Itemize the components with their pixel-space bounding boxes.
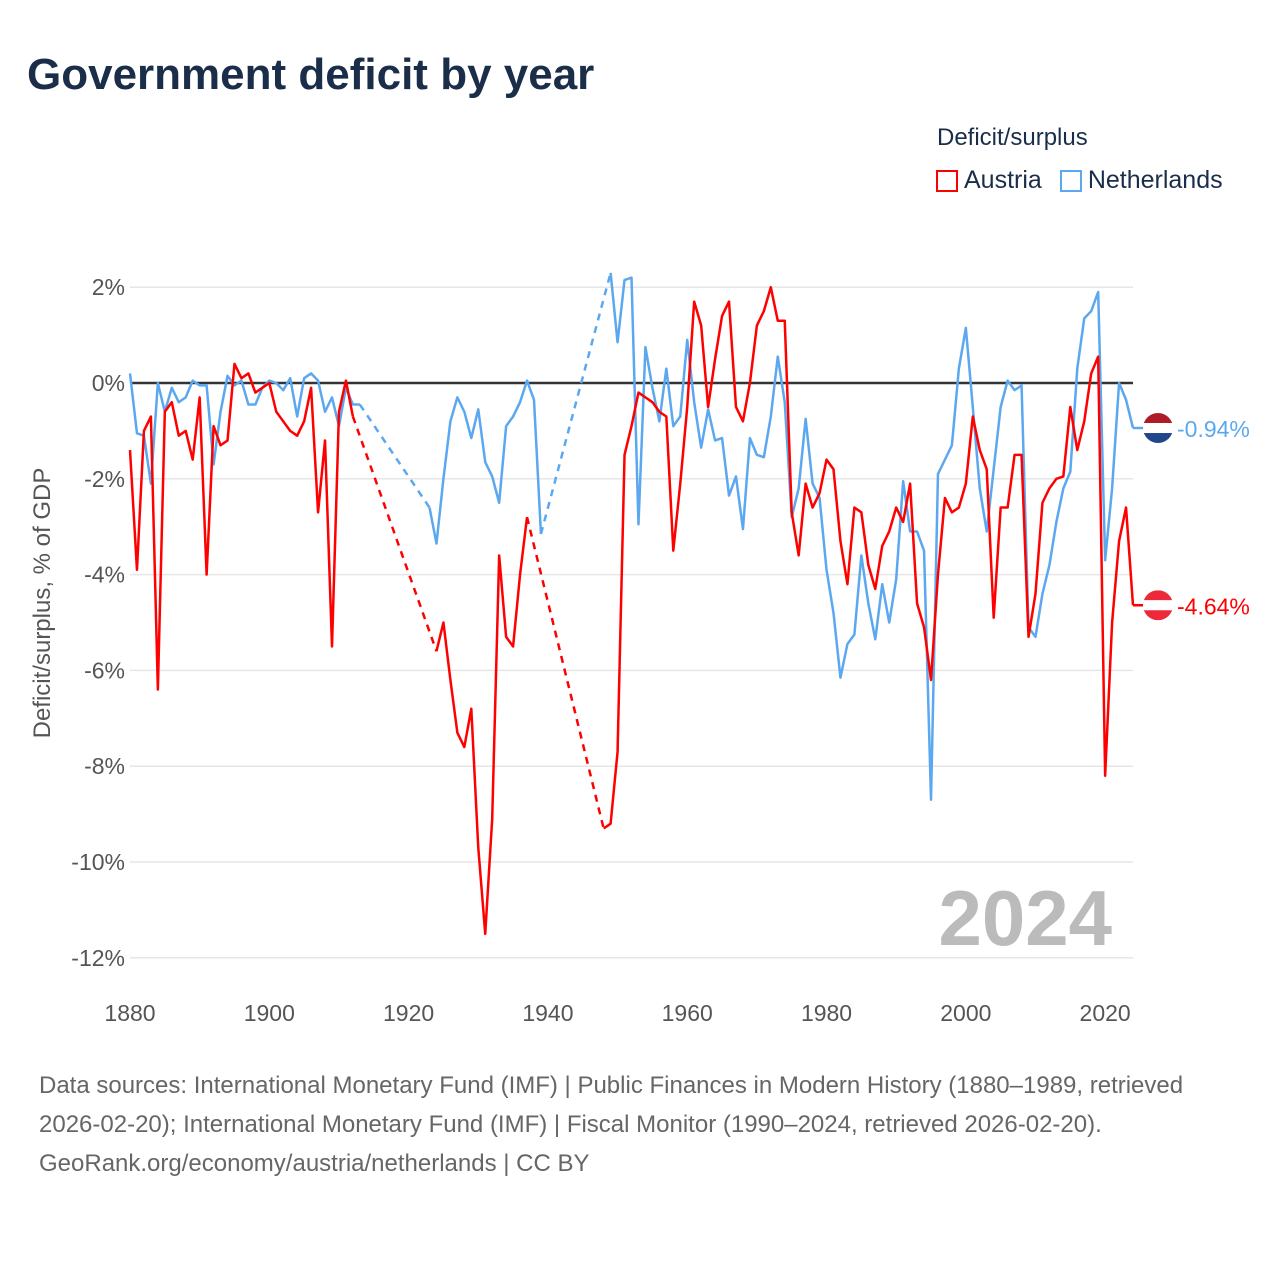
series-austria (128, 285, 1135, 936)
y-tick-label: 0% (92, 370, 125, 396)
legend-label-austria: Austria (964, 166, 1042, 194)
x-tick-label: 1880 (104, 1000, 155, 1026)
legend-label-netherlands: Netherlands (1087, 166, 1223, 194)
y-tick-label: -2% (84, 466, 125, 492)
y-tick-label: -10% (71, 849, 125, 875)
data-sources: Data sources: International Monetary Fun… (39, 1072, 1184, 1138)
austria-flag-icon (1143, 590, 1173, 621)
y-tick-label: -8% (84, 753, 125, 779)
y-tick-label: -12% (71, 945, 125, 971)
year-watermark: 2024 (938, 874, 1112, 962)
y-tick-label: 2% (92, 274, 125, 300)
x-tick-label: 1980 (801, 1000, 852, 1026)
austria-gap-line (525, 516, 605, 829)
netherlands-swatch (1059, 169, 1082, 192)
netherlands-line (609, 272, 1135, 801)
y-tick-label: -4% (84, 562, 125, 588)
netherlands-line (128, 372, 360, 485)
y-tick-label: -6% (84, 657, 125, 683)
austria-swatch (936, 169, 958, 192)
page-title: Government deficit by year (27, 50, 595, 99)
netherlands-gap-line (358, 403, 431, 509)
credit-link[interactable]: GeoRank.org/economy/austria/netherlands … (39, 1150, 590, 1177)
netherlands-flag-icon (1143, 413, 1173, 444)
austria-gap-line (351, 416, 438, 652)
x-tick-label: 2000 (940, 1000, 991, 1026)
x-tick-label: 1960 (662, 1000, 713, 1026)
netherlands-gap-line (539, 272, 612, 535)
netherlands-line (428, 379, 543, 545)
x-tick-label: 1920 (383, 1000, 434, 1026)
y-axis-label: Deficit/surplus, % of GDP (29, 468, 56, 739)
series-netherlands (128, 272, 1135, 801)
austria-line (435, 516, 529, 936)
legend-title: Deficit/surplus (937, 124, 1088, 151)
x-tick-label: 1900 (244, 1000, 295, 1026)
x-tick-label: 2020 (1080, 1000, 1131, 1026)
legend: Austria Netherlands (936, 166, 1223, 195)
austria-line (602, 285, 1135, 830)
austria-end-label: -4.64% (1177, 593, 1250, 619)
x-tick-label: 1940 (522, 1000, 573, 1026)
legend-item-netherlands[interactable]: Netherlands (1059, 166, 1223, 195)
legend-item-austria[interactable]: Austria (936, 166, 1042, 195)
netherlands-end-label: -0.94% (1177, 416, 1250, 442)
austria-line (128, 362, 355, 691)
footer: Data sources: International Monetary Fun… (39, 1066, 1239, 1183)
